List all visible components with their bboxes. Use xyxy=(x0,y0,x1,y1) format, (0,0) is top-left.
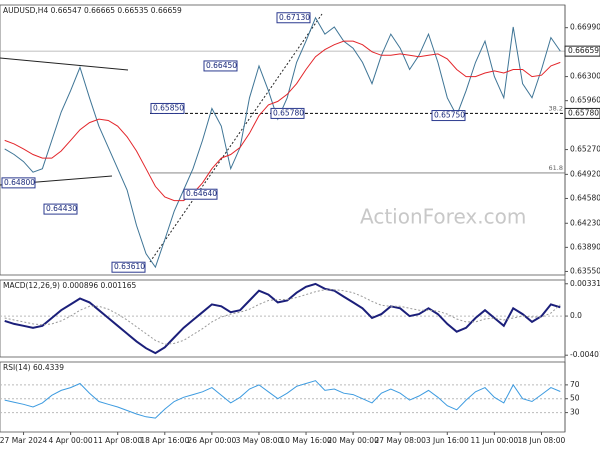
x-tick-label: 11 Jun 00:00 xyxy=(471,436,519,445)
annotation-label: 0.65750 xyxy=(434,111,465,120)
y-tick-label: 0.64920 xyxy=(570,169,600,178)
series-line xyxy=(4,289,561,345)
annotation-box xyxy=(183,188,218,200)
y-tick-label: 0.66990 xyxy=(570,23,600,32)
annotation-label: 0.67130 xyxy=(279,13,310,22)
panel-title: AUDUSD,H4 0.66547 0.66665 0.66535 0.6665… xyxy=(3,6,182,15)
x-tick-label: 18 Jun 08:00 xyxy=(518,436,566,445)
y-tick-label: 0.003313 xyxy=(570,279,600,288)
annotation-box xyxy=(431,110,466,122)
annotation-label: 0.66450 xyxy=(206,61,237,70)
annotation-label: 0.65850 xyxy=(153,103,184,112)
x-tick-label: 26 Apr 00:00 xyxy=(187,436,236,445)
y-tick-label: 30 xyxy=(570,408,580,417)
annotation-label: 0.64430 xyxy=(46,204,77,213)
y-tick-label: 0.65960 xyxy=(570,96,600,105)
y-tick-label: 50 xyxy=(570,394,580,403)
watermark: ActionForex.com xyxy=(360,205,526,229)
annotation-box xyxy=(203,60,238,72)
series-line xyxy=(4,40,561,202)
annotation-label: 0.64800 xyxy=(4,178,35,187)
x-tick-label: 10 May 16:00 xyxy=(280,436,332,445)
x-tick-label: 27 May 08:00 xyxy=(374,436,426,445)
y-tick-label: 0.0 xyxy=(570,311,582,320)
x-tick-label: 20 May 00:00 xyxy=(327,436,379,445)
price-box xyxy=(564,45,600,57)
annotation-box xyxy=(270,107,305,119)
panel-title: RSI(14) 60.4339 xyxy=(3,363,64,372)
annotation-label: 0.64640 xyxy=(186,189,217,198)
annotation-box xyxy=(111,261,146,273)
annotation-box xyxy=(150,102,185,114)
annotation-box xyxy=(276,12,311,24)
x-tick-label: 11 Apr 08:00 xyxy=(93,436,142,445)
y-tick-label: 0.66300 xyxy=(570,72,600,81)
y-tick-label: 0.63890 xyxy=(570,242,600,251)
x-tick-label: 3 Jun 16:00 xyxy=(426,436,469,445)
y-tick-label: 0.63550 xyxy=(570,266,600,275)
y-tick-label: -0.004016 xyxy=(570,350,600,359)
y-tick-label: 0.65270 xyxy=(570,145,600,154)
y-tick-label: 0.64580 xyxy=(570,193,600,202)
annotation-label: 0.63610 xyxy=(114,262,145,271)
x-tick-label: 27 Mar 2024 xyxy=(0,436,48,445)
x-tick-label: 18 Apr 16:00 xyxy=(140,436,189,445)
level-label: 61.8 xyxy=(549,164,563,172)
annotation-box xyxy=(1,177,36,189)
y-tick-label: 0.64230 xyxy=(570,218,600,227)
price-box-label: 0.66659 xyxy=(568,46,599,55)
series-line xyxy=(4,282,561,355)
trend-line xyxy=(0,57,129,71)
level-label: 38.2 xyxy=(549,104,563,112)
annotation-label: 0.65780 xyxy=(273,108,304,117)
price-box xyxy=(564,107,600,119)
y-tick-label: 70 xyxy=(570,380,580,389)
x-tick-label: 3 May 08:00 xyxy=(236,436,283,445)
annotation-box xyxy=(43,203,78,215)
series-line xyxy=(4,380,561,419)
x-tick-label: 4 Apr 00:00 xyxy=(49,436,93,445)
panel-title: MACD(12,26,9) 0.000896 0.001165 xyxy=(3,281,137,290)
price-box-label: 0.65780 xyxy=(568,108,599,117)
